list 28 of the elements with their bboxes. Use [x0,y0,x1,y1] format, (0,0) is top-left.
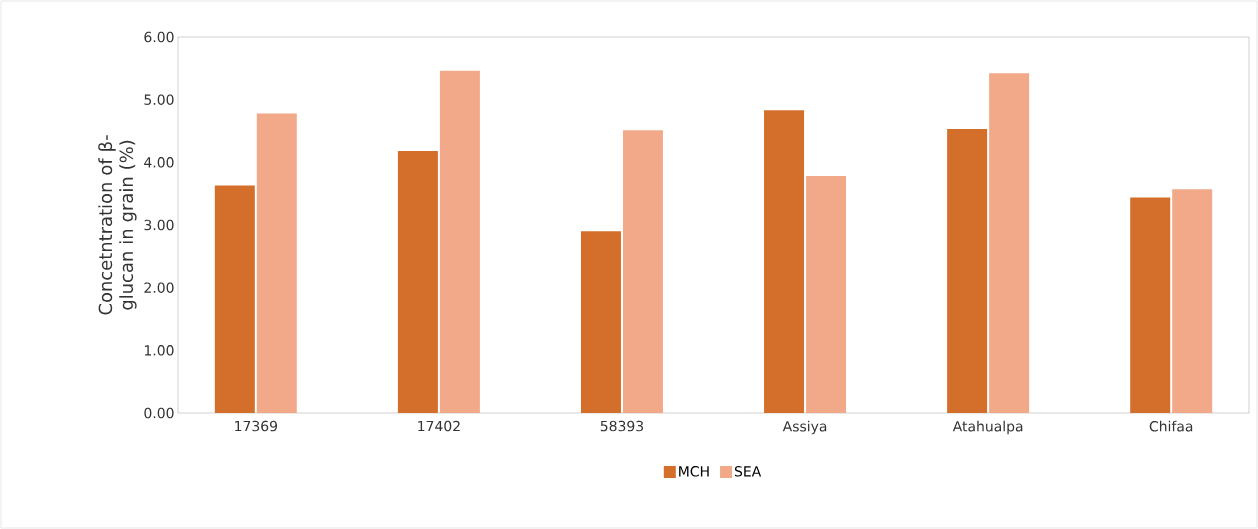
x-tick-label: 17369 [235,420,277,432]
bar [806,176,847,413]
x-tick-label: 17402 [418,420,460,432]
bar [764,110,805,413]
x-tick-label: Assiya [782,420,827,435]
y-tick-label: 1.00 [144,345,174,356]
y-tick-label: 0.00 [144,407,174,419]
y-tick-label: 5.00 [144,94,174,105]
bar [947,129,988,413]
x-tick-label: 58393 [600,420,644,432]
legend-label: SEA [734,466,762,477]
bar [1172,189,1213,413]
bar [580,231,621,413]
x-tick-label: Atahualpa [952,420,1023,435]
y-tick-label: 6.00 [144,31,174,43]
bar [214,185,255,413]
x-tick-label: Chifaa [1149,420,1193,432]
y-axis-title: Concetntration of β-glucan in grain (%) [98,135,137,315]
bar [989,73,1030,413]
bar [439,70,480,413]
y-tick-label: 2.00 [144,282,174,293]
y-tick-label: 4.00 [144,157,174,168]
bar [622,130,663,413]
bar [256,113,297,413]
legend-label: MCH [679,466,709,477]
y-tick-label: 3.00 [144,219,174,231]
bar [397,151,438,413]
bar [1130,197,1171,413]
